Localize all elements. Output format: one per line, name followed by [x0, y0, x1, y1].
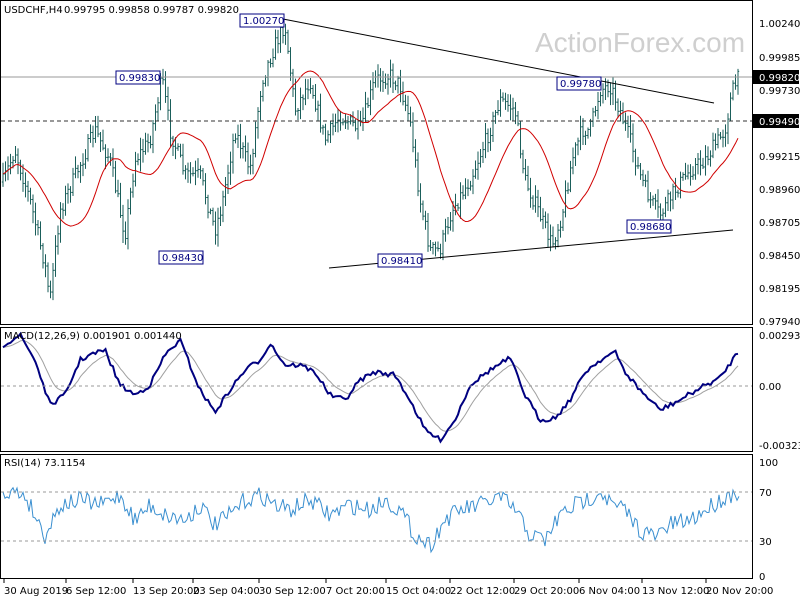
y-tick: 0.99215	[759, 152, 800, 163]
macd-y-tick: 0.002935	[759, 331, 800, 342]
last-price-box	[753, 70, 799, 84]
macd-signal-line	[2, 339, 739, 432]
x-tick-label: 30 Aug 2019	[4, 586, 68, 597]
upper-trendline	[282, 18, 715, 104]
macd-y-tick: 0.00	[759, 382, 781, 393]
annotation-label: 0.99830	[119, 73, 160, 84]
x-tick-label: 20 Nov 20:00	[706, 586, 773, 597]
rsi-y-tick: 70	[759, 488, 772, 499]
y-tick: 0.98960	[759, 185, 800, 196]
x-tick-label: 6 Sep 12:00	[66, 586, 126, 597]
annotation-box	[556, 76, 602, 91]
y-tick: 0.97940	[759, 317, 800, 328]
x-tick-label: 15 Oct 04:00	[386, 586, 451, 597]
watermark: ActionForex.com	[535, 27, 745, 58]
price-panel-frame	[0, 0, 753, 325]
macd-title: MACD(12,26,9) 0.001901 0.001440	[4, 331, 182, 342]
x-tick-label: 6 Nov 04:00	[579, 586, 640, 597]
y-tick: 0.98450	[759, 251, 800, 262]
x-tick-label: 13 Nov 12:00	[642, 586, 709, 597]
x-tick-label: 29 Oct 20:00	[514, 586, 579, 597]
annotation-box	[158, 250, 204, 265]
rsi-y-tick: 0	[759, 572, 765, 583]
annotation-label: 1.00270	[243, 16, 284, 27]
annotation-box	[626, 219, 672, 234]
x-tick-label: 23 Sep 04:00	[193, 586, 260, 597]
x-tick-label: 13 Sep 20:00	[133, 586, 200, 597]
y-tick: 0.99985	[759, 53, 800, 64]
rsi-line	[2, 486, 740, 554]
y-tick: 0.98195	[759, 284, 800, 295]
annotation-label: 0.99780	[560, 79, 601, 90]
annotation-label: 0.98680	[630, 222, 671, 233]
y-tick: 1.00240	[759, 19, 800, 30]
x-tick-label: 22 Oct 12:00	[450, 586, 515, 597]
price-annotations: 1.00270 0.99830 0.98430 0.98410 0.99780 …	[115, 13, 672, 268]
x-tick-label: 30 Sep 12:00	[259, 586, 326, 597]
rsi-y-tick: 30	[759, 537, 772, 548]
y-tick: 0.98705	[759, 218, 800, 229]
macd-series-layer	[2, 331, 739, 444]
rsi-series-layer	[2, 486, 740, 554]
macd-line	[2, 331, 739, 444]
annotation-box	[239, 13, 285, 28]
price-series-layer	[1, 20, 740, 301]
annotation-label: 0.98410	[381, 256, 422, 267]
moving-average-line	[2, 70, 739, 227]
price-title: USDCHF,H4	[4, 5, 63, 16]
macd-y-tick: -0.003238	[759, 441, 800, 452]
rsi-title: RSI(14) 73.1154	[4, 458, 85, 469]
macd-panel-frame	[0, 327, 753, 452]
rsi-panel-frame	[0, 454, 753, 579]
y-tick: 0.99730	[759, 86, 800, 97]
annotation-box	[377, 253, 423, 268]
rsi-y-tick: 100	[759, 458, 778, 469]
level-label: 0.99490	[759, 117, 800, 128]
annotation-label: 0.98430	[162, 253, 203, 264]
x-tick-label: 7 Oct 20:00	[326, 586, 385, 597]
price-y-axis: 1.00240 0.99985 0.99730 0.99215 0.98960 …	[759, 19, 800, 328]
ohlc-header: 0.99795 0.99858 0.99787 0.99820	[64, 5, 239, 16]
annotation-box	[115, 70, 161, 85]
last-price-label: 0.99820	[759, 73, 800, 84]
level-box	[753, 114, 799, 128]
